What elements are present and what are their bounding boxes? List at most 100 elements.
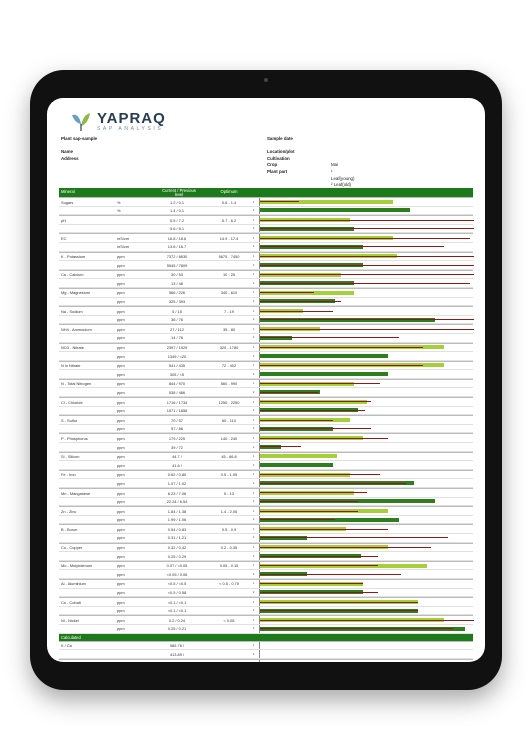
current-previous-value: 1571 / 1656 (166, 408, 188, 414)
leaf-ref: ² (253, 590, 255, 596)
level-chart (259, 424, 474, 433)
unit: ppm (117, 272, 125, 278)
optimum-range: < 0.5 - 0.75 (219, 581, 239, 587)
table-row: ppm <0.05 / 0.06 ² (59, 570, 473, 579)
level-chart (259, 270, 474, 279)
mineral-name: NO3 - Nitrate (61, 345, 84, 350)
level-chart (259, 279, 474, 287)
level-chart (259, 406, 474, 415)
current-previous-value: 585.78 / (169, 643, 185, 648)
previous-level-line (260, 492, 367, 494)
leaf-ref: ¹ (253, 617, 255, 623)
current-previous-value: 1.4 / 0.1 (169, 208, 185, 214)
current-previous-value: 2397 / 1929 (166, 345, 188, 350)
unit: ppm (117, 444, 125, 450)
unit: ppm (117, 608, 125, 614)
current-previous-value: 13.6 / 16.7 (167, 244, 187, 250)
optimum-range: 14.9 - 17.4 (219, 235, 239, 241)
unit: ppm (117, 553, 125, 559)
meta-plant-sap-sample: Plant sap-sample (61, 136, 98, 141)
optimum-range: 5 - 13 (224, 490, 234, 496)
mineral-name: Mo - Molybdenum (61, 563, 93, 569)
unit: ppm (117, 371, 125, 377)
current-previous-value: 566 / 226 (168, 290, 186, 296)
current-previous-value: <0.1 / <0.1 (167, 599, 187, 605)
current-level-bar (260, 463, 333, 468)
previous-level-line (260, 573, 402, 575)
header-mineral: Mineral (61, 189, 75, 195)
leaf-ref: ² (253, 208, 255, 214)
current-previous-value: 70 / 57 (171, 417, 183, 423)
current-previous-value: 14 / 76 (171, 335, 183, 341)
level-chart (259, 307, 474, 315)
table-row: Co - Cobalt ppm <0.1 / <0.1 ¹ (59, 597, 473, 607)
meta-plant-part-value: ¹ Leaf(young) ² Leaf(old) (331, 168, 355, 188)
previous-level-line (260, 228, 474, 229)
report-screen: YAPRAQ SAP ANALYSIS Plant sap-sample Nam… (47, 98, 485, 662)
leaf-ref: ² (253, 244, 255, 250)
table-row: ppm 325 / 393 ² (59, 297, 473, 307)
table-row: ppm 57 / 86 ² (59, 424, 474, 434)
level-chart (259, 659, 474, 662)
unit: ppm (117, 353, 125, 359)
leaf-ref: ¹ (253, 563, 255, 569)
unit: ppm (117, 317, 125, 323)
level-chart (259, 416, 474, 424)
table-row: ppm 1571 / 1656 ² (59, 406, 474, 416)
level-chart (259, 333, 474, 342)
optimum-range: 1.4 - 2.05 (220, 508, 238, 514)
yapraq-logo: YAPRAQ SAP ANALYSIS (69, 108, 166, 134)
mineral-name: Zn - Zinc (61, 508, 77, 514)
unit: ppm (117, 290, 125, 296)
current-previous-value: 5.6 / 8.1 (169, 226, 185, 232)
level-chart (259, 261, 474, 269)
leaf-ref: ¹ (253, 508, 255, 514)
table-row: NH4 - Ammonium ppm 27 / 112 35 - 80 ¹ (59, 324, 474, 334)
previous-level-line (260, 528, 389, 530)
leaf-ref: ¹ (253, 217, 255, 223)
previous-level-line (260, 365, 423, 366)
table-row: ppm 0.25 / 0.29 ² (59, 552, 473, 561)
leaf-ref: ² (253, 389, 255, 395)
table-row: K - Potassium ppm 7372 / 8630 5675 - 7450 ¹ (59, 251, 474, 262)
level-chart (259, 525, 474, 533)
table-row: Na - Sodium ppm 5 / 15 7 - 19 ¹ (59, 306, 473, 316)
leaf-ref: ² (253, 651, 255, 657)
previous-level-line (260, 500, 359, 502)
level-chart (259, 650, 474, 658)
mineral-name: Fe - Iron (61, 472, 76, 478)
mineral-name: N - Total Nitrogen (61, 381, 92, 387)
mineral-name: Ca - Calcium (61, 272, 84, 278)
leaf-ref: ² (253, 371, 255, 377)
level-chart (259, 470, 474, 479)
current-previous-value: 22.24 / 6.54 (166, 499, 188, 505)
unit: ppm (117, 571, 125, 577)
leaf-ref: ¹ (253, 235, 255, 241)
previous-level-line (260, 346, 423, 348)
leaf-logo-icon (72, 113, 90, 131)
table-row: B - Boron ppm 0.54 / 0.83 0.5 - 0.9 ¹ (59, 524, 473, 534)
table-row: ppm <0.5 / 0.58 ² (59, 588, 473, 598)
current-previous-value: <0.1 / <0.1 (167, 608, 187, 614)
table-row: N in Nitrate ppm 541 / 435 72 - 402 ¹ (59, 360, 473, 371)
current-previous-value: 0.62 / 0.80 (167, 472, 187, 478)
current-previous-value: 305 / <5 (169, 371, 185, 377)
previous-level-line (260, 565, 378, 566)
meta-crop-label: Crop (267, 162, 278, 168)
leaf-ref: ² (253, 353, 255, 359)
table-row: ppm 14 / 76 ² (59, 333, 474, 343)
current-previous-value: 39 / 72 (171, 444, 183, 450)
unit: ppm (117, 581, 125, 587)
unit: ppm (117, 335, 125, 341)
table-row: ppm 0.31 / 1.21 ² (59, 533, 473, 543)
previous-level-line (260, 219, 474, 221)
logo-subtitle: SAP ANALYSIS (97, 125, 164, 132)
level-chart (259, 579, 474, 588)
optimum-range: < 0.05 (223, 617, 235, 623)
current-previous-value: 0.54 / 0.83 (167, 526, 187, 532)
logo-title: YAPRAQ (97, 109, 166, 127)
optimum-range: 5675 - 7450 (218, 254, 240, 260)
table-row: Cu - Copper ppm 0.32 / 0.42 0.2 - 0.35 ¹ (59, 542, 473, 553)
level-chart (259, 570, 474, 578)
level-chart (259, 379, 474, 388)
